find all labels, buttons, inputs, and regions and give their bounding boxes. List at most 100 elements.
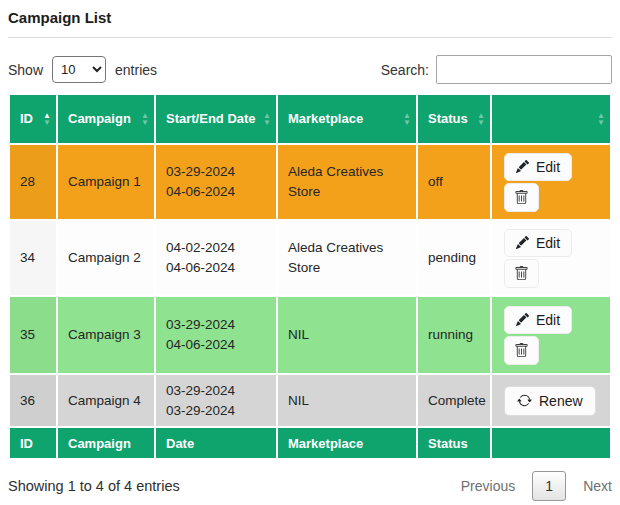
edit-button[interactable]: Edit <box>504 153 572 181</box>
date-start: 03-29-2024 <box>166 162 266 182</box>
cell-campaign: Campaign 2 <box>57 220 155 296</box>
footer-header-date: Date <box>155 427 277 459</box>
cell-id: 28 <box>9 144 57 220</box>
table-header-row: ID ▲▼ Campaign ▲▼ Start/End Date ▲▼ Mark… <box>9 94 611 144</box>
sort-icons: ▲▼ <box>477 112 485 126</box>
delete-button[interactable] <box>504 183 539 212</box>
column-header-id[interactable]: ID ▲▼ <box>9 94 57 144</box>
column-header-campaign[interactable]: Campaign ▲▼ <box>57 94 155 144</box>
cell-date: 03-29-2024 04-06-2024 <box>155 296 277 374</box>
date-end: 04-06-2024 <box>166 258 266 278</box>
date-end: 04-06-2024 <box>166 182 266 202</box>
column-header-marketplace[interactable]: Marketplace ▲▼ <box>277 94 417 144</box>
column-header-status[interactable]: Status ▲▼ <box>417 94 491 144</box>
edit-button-label: Edit <box>536 235 560 251</box>
column-header-date[interactable]: Start/End Date ▲▼ <box>155 94 277 144</box>
table-row: 36 Campaign 4 03-29-2024 03-29-2024 NIL … <box>9 374 611 427</box>
cell-marketplace: NIL <box>277 374 417 427</box>
trash-icon <box>514 343 529 358</box>
cell-actions: Renew <box>491 374 611 427</box>
table-row: 28 Campaign 1 03-29-2024 04-06-2024 Aled… <box>9 144 611 220</box>
show-label: Show <box>8 62 43 78</box>
cell-campaign: Campaign 1 <box>57 144 155 220</box>
edit-button-label: Edit <box>536 159 560 175</box>
cell-actions: Edit <box>491 220 611 296</box>
sort-desc-icon: ▼ <box>263 119 271 126</box>
column-header-label: ID <box>20 111 33 126</box>
column-header-label: Status <box>428 111 468 126</box>
renew-button-label: Renew <box>539 393 583 409</box>
table-footer-row: ID Campaign Date Marketplace Status <box>9 427 611 459</box>
trash-icon <box>514 190 529 205</box>
cell-id: 36 <box>9 374 57 427</box>
sort-icons: ▲▼ <box>43 112 51 126</box>
cell-date: 03-29-2024 03-29-2024 <box>155 374 277 427</box>
edit-button[interactable]: Edit <box>504 306 572 334</box>
pencil-icon <box>516 313 529 326</box>
show-entries-group: Show 10 entries <box>8 56 157 83</box>
footer-header-status: Status <box>417 427 491 459</box>
cell-campaign: Campaign 4 <box>57 374 155 427</box>
column-header-actions[interactable]: ▲▼ <box>491 94 611 144</box>
delete-button[interactable] <box>504 336 539 365</box>
sort-icons: ▲▼ <box>403 112 411 126</box>
pagination: Previous 1 Next <box>461 471 612 501</box>
pencil-icon <box>516 236 529 249</box>
column-header-label: Start/End Date <box>166 111 256 126</box>
sort-desc-icon: ▼ <box>403 119 411 126</box>
column-header-label: Campaign <box>68 111 131 126</box>
cell-status: off <box>417 144 491 220</box>
previous-button[interactable]: Previous <box>461 478 515 494</box>
renew-button[interactable]: Renew <box>504 386 596 416</box>
sort-icons: ▲▼ <box>597 112 605 126</box>
table-info-bar: Showing 1 to 4 of 4 entries Previous 1 N… <box>8 471 612 501</box>
sort-desc-icon: ▼ <box>597 119 605 126</box>
table-row: 35 Campaign 3 03-29-2024 04-06-2024 NIL … <box>9 296 611 374</box>
column-header-label: Marketplace <box>288 111 363 126</box>
edit-button-label: Edit <box>536 312 560 328</box>
entries-info: Showing 1 to 4 of 4 entries <box>8 478 180 494</box>
date-start: 03-29-2024 <box>166 315 266 335</box>
divider <box>8 37 612 38</box>
cell-status: Complete <box>417 374 491 427</box>
cell-id: 35 <box>9 296 57 374</box>
footer-header-id: ID <box>9 427 57 459</box>
footer-header-campaign: Campaign <box>57 427 155 459</box>
edit-button[interactable]: Edit <box>504 229 572 257</box>
search-group: Search: <box>381 55 612 84</box>
cell-marketplace: NIL <box>277 296 417 374</box>
cell-actions: Edit <box>491 144 611 220</box>
date-end: 03-29-2024 <box>166 401 266 421</box>
campaign-list-panel: Campaign List Show 10 entries Search: ID… <box>0 0 620 501</box>
footer-header-actions <box>491 427 611 459</box>
footer-header-marketplace: Marketplace <box>277 427 417 459</box>
date-end: 04-06-2024 <box>166 335 266 355</box>
cell-marketplace: Aleda Creatives Store <box>277 144 417 220</box>
date-start: 03-29-2024 <box>166 381 266 401</box>
cell-actions: Edit <box>491 296 611 374</box>
sort-icons: ▲▼ <box>141 112 149 126</box>
page-title: Campaign List <box>8 9 612 26</box>
cell-status: running <box>417 296 491 374</box>
cell-date: 04-02-2024 04-06-2024 <box>155 220 277 296</box>
date-start: 04-02-2024 <box>166 238 266 258</box>
sort-desc-icon: ▼ <box>141 119 149 126</box>
cell-status: pending <box>417 220 491 296</box>
trash-icon <box>514 266 529 281</box>
sort-desc-icon: ▼ <box>477 119 485 126</box>
sort-icons: ▲▼ <box>263 112 271 126</box>
cell-campaign: Campaign 3 <box>57 296 155 374</box>
entries-label: entries <box>115 62 157 78</box>
cell-marketplace: Aleda Creatives Store <box>277 220 417 296</box>
table-controls: Show 10 entries Search: <box>8 55 612 84</box>
refresh-icon <box>517 393 532 408</box>
next-button[interactable]: Next <box>583 478 612 494</box>
entries-select[interactable]: 10 <box>52 56 106 83</box>
search-input[interactable] <box>436 55 612 84</box>
page-1-button[interactable]: 1 <box>532 471 566 501</box>
cell-id: 34 <box>9 220 57 296</box>
search-label: Search: <box>381 62 429 78</box>
pencil-icon <box>516 160 529 173</box>
delete-button[interactable] <box>504 259 539 288</box>
sort-desc-icon: ▼ <box>43 119 51 126</box>
